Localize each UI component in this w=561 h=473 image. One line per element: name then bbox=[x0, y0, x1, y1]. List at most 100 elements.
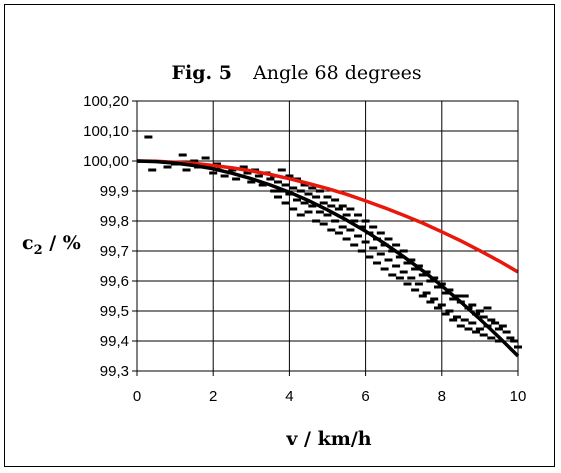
data-point bbox=[296, 213, 305, 217]
grid bbox=[136, 100, 519, 372]
data-point bbox=[274, 180, 282, 184]
data-point bbox=[376, 252, 385, 256]
data-point bbox=[426, 300, 435, 304]
data-point bbox=[300, 201, 309, 205]
data-point bbox=[361, 219, 370, 223]
data-point bbox=[483, 306, 492, 310]
y-axis-label: c2 / % bbox=[22, 232, 81, 258]
data-point bbox=[281, 183, 290, 187]
x-tick-label: 10 bbox=[510, 388, 527, 405]
data-point bbox=[411, 267, 420, 271]
data-point bbox=[441, 291, 450, 295]
data-point bbox=[350, 243, 359, 247]
data-point bbox=[449, 297, 458, 301]
data-point bbox=[441, 312, 450, 316]
data-point bbox=[190, 159, 199, 163]
data-point bbox=[395, 255, 404, 259]
data-point bbox=[331, 198, 340, 202]
data-point bbox=[327, 204, 336, 208]
data-point bbox=[403, 282, 412, 286]
data-point bbox=[361, 240, 370, 244]
data-point bbox=[323, 213, 332, 217]
data-point bbox=[304, 210, 313, 214]
data-point bbox=[430, 297, 439, 301]
data-point bbox=[453, 294, 461, 298]
data-point bbox=[258, 183, 267, 187]
data-point bbox=[243, 171, 252, 175]
data-point bbox=[266, 177, 275, 181]
data-point bbox=[437, 303, 446, 307]
data-point bbox=[312, 219, 321, 223]
y-tick-label: 99,5 bbox=[100, 303, 129, 320]
data-point bbox=[350, 219, 359, 223]
data-point bbox=[331, 219, 340, 223]
x-tick-label: 2 bbox=[209, 388, 217, 405]
data-point bbox=[357, 249, 366, 253]
data-point bbox=[296, 189, 305, 193]
data-point bbox=[475, 327, 484, 331]
data-point bbox=[281, 201, 290, 205]
data-point bbox=[213, 162, 221, 166]
data-point bbox=[334, 207, 343, 211]
data-point bbox=[274, 195, 282, 199]
data-point bbox=[384, 237, 393, 241]
data-point bbox=[312, 195, 321, 199]
data-point bbox=[346, 207, 355, 211]
data-point bbox=[289, 186, 298, 190]
data-point bbox=[209, 171, 218, 175]
data-point bbox=[411, 288, 420, 292]
data-point bbox=[506, 336, 515, 340]
data-point bbox=[414, 282, 423, 286]
data-point bbox=[491, 321, 500, 325]
fit-lines bbox=[136, 159, 520, 358]
data-point bbox=[293, 198, 301, 202]
data-point bbox=[395, 276, 404, 280]
data-point bbox=[422, 291, 431, 295]
data-point bbox=[228, 168, 237, 172]
data-point bbox=[239, 165, 248, 169]
data-point bbox=[346, 228, 355, 232]
x-axis: 0 2 4 6 8 10 bbox=[133, 371, 527, 405]
chart-title: Angle 68 degrees bbox=[252, 62, 422, 84]
series-line bbox=[136, 159, 520, 358]
data-point bbox=[449, 318, 458, 322]
chart-frame bbox=[4, 4, 555, 467]
data-point bbox=[475, 309, 484, 313]
data-point bbox=[342, 213, 351, 217]
data-point bbox=[232, 177, 241, 181]
data-point bbox=[315, 189, 324, 193]
data-point bbox=[365, 255, 374, 259]
data-point bbox=[354, 213, 362, 217]
data-point bbox=[445, 309, 454, 313]
x-tick-label: 0 bbox=[133, 388, 141, 405]
data-point bbox=[380, 267, 389, 271]
y-tick-label: 100,20 bbox=[83, 93, 129, 110]
data-point bbox=[254, 174, 263, 178]
x-tick-label: 8 bbox=[438, 388, 446, 405]
y-tick-label: 99,8 bbox=[100, 213, 129, 230]
data-point bbox=[308, 204, 317, 208]
data-point bbox=[407, 258, 416, 262]
data-point bbox=[304, 192, 313, 196]
data-point bbox=[487, 318, 496, 322]
chart-title-bold: Fig. 5 bbox=[172, 62, 232, 84]
data-point bbox=[354, 234, 362, 238]
x-tick-label: 4 bbox=[285, 388, 293, 405]
data-point bbox=[487, 336, 496, 340]
data-point bbox=[201, 156, 210, 160]
data-point bbox=[285, 174, 294, 178]
data-point bbox=[163, 165, 172, 169]
data-point bbox=[319, 222, 328, 226]
data-point bbox=[277, 168, 286, 172]
data-point bbox=[338, 204, 347, 208]
data-point bbox=[315, 210, 324, 214]
data-point bbox=[399, 270, 408, 274]
data-point bbox=[460, 294, 469, 298]
data-point bbox=[407, 276, 416, 280]
data-point bbox=[247, 180, 256, 184]
data-point bbox=[323, 195, 332, 199]
data-point bbox=[148, 168, 157, 172]
data-point bbox=[319, 201, 328, 205]
data-point bbox=[289, 207, 298, 211]
